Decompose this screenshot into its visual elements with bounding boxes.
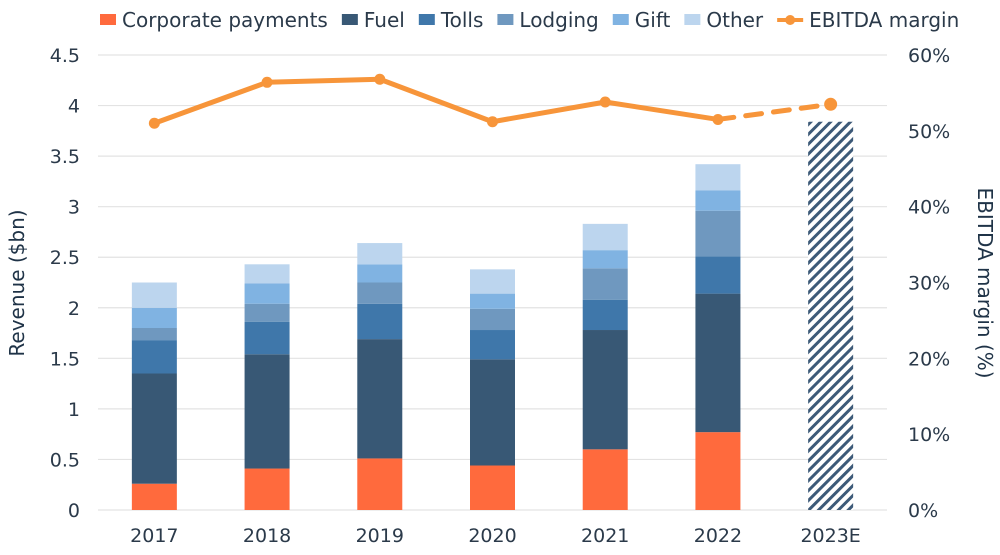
- bar-segment-corporate-payments: [470, 465, 515, 510]
- bar-segment-other: [244, 264, 290, 284]
- legend: Corporate payments Fuel Tolls Lodging Gift Ot…: [100, 8, 959, 32]
- y-tick-label-left: 3.5: [50, 146, 80, 168]
- ebitda-point: [148, 117, 160, 129]
- y-tick-label-left: 1.5: [50, 348, 80, 370]
- x-tick-label: 2020: [468, 525, 516, 547]
- legend-marker-ebitda: [785, 15, 796, 25]
- ebitda-point: [824, 97, 838, 111]
- bar-segment-gift: [470, 293, 515, 309]
- ebitda-point: [599, 96, 611, 108]
- bar-segment-tolls: [131, 340, 177, 374]
- y-tick-label-right: 20%: [908, 348, 950, 370]
- bar-segment-gift: [131, 307, 177, 328]
- bar-segment-tolls: [244, 321, 290, 355]
- y-tick-label-right: 0%: [908, 500, 938, 522]
- y-axis-title-right: EBITDA margin (%): [973, 187, 997, 378]
- x-tick-label: 2023E: [800, 525, 860, 547]
- legend-label: Gift: [635, 8, 671, 32]
- x-tick-label: 2019: [356, 525, 404, 547]
- legend-swatch-other: [684, 14, 701, 25]
- legend-label: EBITDA margin: [809, 8, 959, 32]
- y-tick-label-right: 40%: [908, 197, 950, 219]
- x-tick-label: 2022: [694, 525, 742, 547]
- bar-segment-gift: [582, 250, 628, 269]
- x-tick-label: 2017: [130, 525, 178, 547]
- ebitda-point: [487, 116, 498, 128]
- ebitda-point: [261, 76, 273, 88]
- bar-segment-tolls: [357, 303, 403, 340]
- y-tick-label-right: 50%: [908, 121, 950, 143]
- y-tick-label-left: 1: [68, 399, 80, 421]
- legend-swatch-lodging: [497, 14, 514, 25]
- y-axis-left: 0 0.5 1 1.5 2 2.5 3 3.5 4 4.5: [50, 45, 80, 522]
- y-tick-label-left: 3: [68, 197, 80, 219]
- legend-label: Fuel: [364, 8, 405, 32]
- bar-segment-gift: [357, 264, 403, 283]
- y-axis-title-left: Revenue ($bn): [5, 209, 29, 356]
- bar-segment-gift: [695, 190, 741, 211]
- legend-swatch-corporate-payments: [100, 14, 116, 25]
- y-tick-label-left: 0.5: [50, 449, 80, 471]
- y-tick-label-left: 0: [68, 500, 80, 522]
- legend-swatch-gift: [612, 14, 629, 25]
- bar-segment-gift: [244, 283, 290, 304]
- bar-segment-lodging: [244, 303, 290, 322]
- legend-label: Tolls: [440, 8, 484, 32]
- bar-segment-lodging: [582, 268, 628, 300]
- bar-segment-corporate-payments: [695, 432, 741, 510]
- bar-segment-fuel: [131, 373, 177, 484]
- bar-segment-other: [131, 282, 177, 308]
- y-tick-label-left: 2: [68, 298, 80, 320]
- y-tick-label-right: 30%: [908, 273, 950, 295]
- bar-segment-tolls: [695, 256, 741, 294]
- bar-segment-fuel: [244, 354, 290, 469]
- x-tick-label: 2018: [243, 525, 291, 547]
- bar-segment-fuel: [470, 359, 515, 466]
- bar-segment-fuel: [582, 330, 628, 450]
- legend-label: Other: [706, 8, 764, 32]
- bars: [131, 121, 854, 510]
- x-tick-label: 2021: [581, 525, 629, 547]
- bar-segment-other: [695, 164, 741, 191]
- y-tick-label-right: 10%: [908, 424, 950, 446]
- legend-label: Lodging: [519, 8, 598, 32]
- bar-segment-lodging: [357, 282, 403, 304]
- bar-segment-fuel: [695, 293, 741, 433]
- bar-segment-corporate-payments: [357, 458, 403, 510]
- bar-segment-other: [582, 223, 628, 251]
- ebitda-line: [148, 73, 838, 129]
- ebitda-line-estimate: [715, 101, 834, 122]
- y-axis-right: 0% 10% 20% 30% 40% 50% 60%: [908, 45, 950, 522]
- legend-label: Corporate payments: [122, 8, 328, 32]
- legend-swatch-fuel: [341, 14, 358, 25]
- bar-segment-lodging: [695, 210, 741, 257]
- bar-segment-other: [470, 269, 515, 294]
- x-axis: 2017 2018 2019 2020 2021 2022 2023E: [130, 525, 861, 547]
- y-tick-label-right: 60%: [908, 45, 950, 67]
- bar-segment-tolls: [582, 299, 628, 331]
- bar-segment-fuel: [357, 339, 403, 459]
- bar-segment-corporate-payments: [244, 468, 290, 510]
- bar-segment-lodging: [131, 328, 177, 341]
- ebitda-point: [374, 73, 386, 85]
- y-tick-label-left: 4.5: [50, 45, 80, 67]
- legend-swatch-tolls: [418, 14, 435, 25]
- bar-segment-lodging: [470, 308, 515, 331]
- ebitda-line-actual: [151, 76, 721, 126]
- y-tick-label-left: 2.5: [50, 247, 80, 269]
- bar-segment-corporate-payments: [131, 483, 177, 510]
- bar-segment-corporate-payments: [582, 449, 628, 510]
- y-tick-label-left: 4: [68, 96, 80, 118]
- bar-segment-other: [357, 243, 403, 265]
- ebitda-point: [712, 113, 724, 125]
- bar-estimate-hatched: [808, 121, 854, 510]
- bar-segment-tolls: [470, 330, 515, 360]
